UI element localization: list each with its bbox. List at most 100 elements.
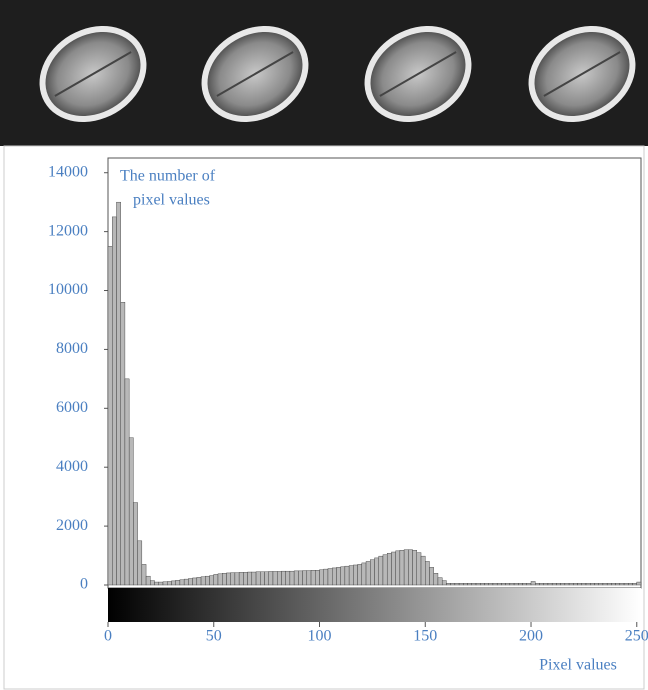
bar xyxy=(442,581,446,585)
y-axis-label: The number of xyxy=(120,168,216,185)
bar xyxy=(590,583,594,585)
x-tick-label: 250 xyxy=(625,628,648,645)
x-tick-label: 150 xyxy=(413,628,437,645)
bar xyxy=(150,581,154,585)
bar xyxy=(455,583,459,585)
bar xyxy=(226,573,230,585)
bar xyxy=(472,583,476,585)
bar xyxy=(260,572,264,585)
bar xyxy=(159,582,163,585)
bar xyxy=(294,571,298,585)
bar xyxy=(506,583,510,585)
y-tick-label: 4000 xyxy=(56,458,88,475)
x-axis-label: Pixel values xyxy=(539,657,617,674)
bar xyxy=(252,572,256,585)
bar xyxy=(476,583,480,585)
bar xyxy=(328,569,332,585)
bar xyxy=(573,583,577,585)
bar xyxy=(277,571,281,585)
bar xyxy=(112,217,116,585)
bar xyxy=(197,577,201,585)
bar xyxy=(510,583,514,585)
bar xyxy=(594,583,598,585)
bar xyxy=(324,569,328,585)
bar xyxy=(171,581,175,585)
bar xyxy=(375,558,379,585)
bar xyxy=(425,561,429,585)
bar xyxy=(446,583,450,585)
bar xyxy=(353,565,357,585)
bar xyxy=(269,571,273,585)
bar xyxy=(303,571,307,585)
bar xyxy=(180,580,184,585)
bar xyxy=(561,583,565,585)
bar xyxy=(184,579,188,585)
bar xyxy=(176,580,180,585)
bar xyxy=(133,503,137,585)
bar xyxy=(239,572,243,585)
bar xyxy=(616,583,620,585)
bar xyxy=(142,564,146,585)
y-tick-label: 8000 xyxy=(56,340,88,357)
bar xyxy=(417,553,421,585)
bar xyxy=(501,583,505,585)
bar xyxy=(624,583,628,585)
bar xyxy=(391,552,395,585)
bar xyxy=(480,583,484,585)
bar xyxy=(201,577,205,585)
bar xyxy=(497,583,501,585)
bar xyxy=(620,583,624,585)
bar xyxy=(633,583,637,585)
bar xyxy=(125,379,129,585)
bar xyxy=(349,566,353,585)
bar xyxy=(548,583,552,585)
bar xyxy=(544,583,548,585)
bar xyxy=(146,576,150,585)
bar xyxy=(129,438,133,585)
bar xyxy=(193,578,197,585)
bar xyxy=(484,583,488,585)
bar xyxy=(586,583,590,585)
bar xyxy=(138,541,142,585)
bar xyxy=(628,583,632,585)
bar xyxy=(434,573,438,585)
bar xyxy=(265,572,269,585)
bar xyxy=(167,581,171,585)
bar xyxy=(231,573,235,585)
bar xyxy=(362,563,366,585)
bar xyxy=(358,564,362,585)
bar xyxy=(531,581,535,585)
bar xyxy=(607,583,611,585)
bar xyxy=(493,583,497,585)
bar xyxy=(438,578,442,585)
bar xyxy=(281,571,285,585)
bar xyxy=(370,560,374,585)
bar xyxy=(459,583,463,585)
bar xyxy=(366,561,370,585)
bar xyxy=(565,583,569,585)
bar xyxy=(336,567,340,585)
y-tick-label: 2000 xyxy=(56,517,88,534)
bar xyxy=(320,570,324,585)
x-tick-label: 100 xyxy=(308,628,332,645)
y-tick-label: 0 xyxy=(80,576,88,593)
bar xyxy=(535,583,539,585)
bar xyxy=(514,583,518,585)
bar xyxy=(421,556,425,585)
bar xyxy=(429,567,433,585)
bar xyxy=(539,583,543,585)
bar xyxy=(116,202,120,585)
bar xyxy=(315,570,319,585)
bar xyxy=(569,583,573,585)
bar xyxy=(218,574,222,585)
bar xyxy=(222,573,226,585)
x-tick-label: 50 xyxy=(206,628,222,645)
bar xyxy=(121,302,125,585)
bar xyxy=(552,583,556,585)
bar xyxy=(396,551,400,585)
bar xyxy=(332,568,336,585)
bar xyxy=(205,576,209,585)
bar xyxy=(468,583,472,585)
bar xyxy=(556,583,560,585)
bar xyxy=(290,571,294,585)
